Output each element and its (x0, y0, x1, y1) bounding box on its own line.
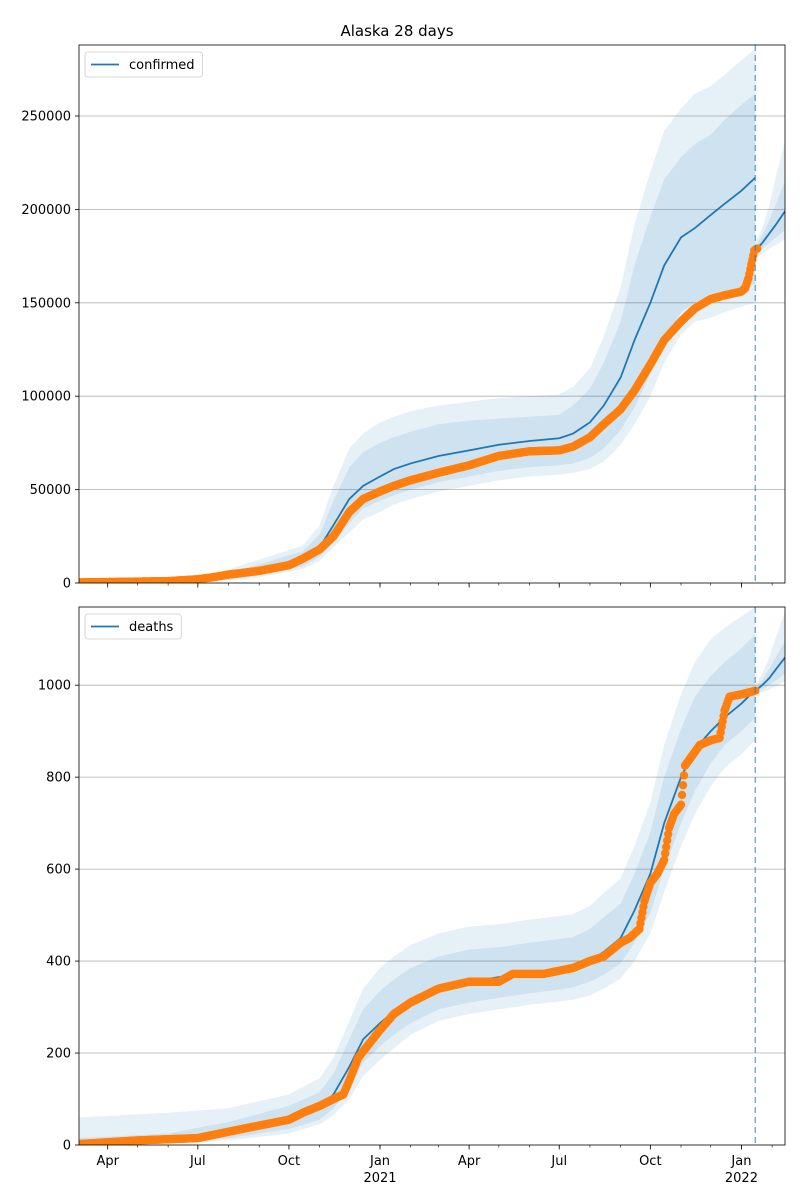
axes-frame (78, 44, 786, 584)
y-tick-label: 250000 (21, 109, 71, 124)
observed-point (753, 244, 762, 253)
observed-point (660, 849, 670, 858)
y-tick-label: 0 (63, 1139, 71, 1154)
extension-band-1 (755, 142, 785, 258)
legend-label: confirmed (129, 58, 195, 73)
x-tick-label: Oct (278, 1154, 300, 1169)
x-tick-label: Apr (458, 1154, 481, 1169)
observed-point (661, 842, 671, 852)
observed-point (677, 790, 687, 800)
observed-series (79, 686, 760, 1145)
model-band-0 (79, 93, 756, 583)
x-tick-year-label: 2022 (725, 1171, 758, 1186)
observed-point (679, 771, 689, 780)
x-tick-label: Jan (730, 1154, 751, 1169)
y-tick-label: 600 (46, 863, 71, 878)
y-tick-label: 800 (46, 771, 71, 786)
extension-band-1 (755, 611, 785, 695)
legend: deaths (84, 613, 182, 640)
x-tick-label: Apr (96, 1154, 119, 1169)
legend-box (84, 613, 182, 640)
legend-label: deaths (129, 620, 174, 635)
x-tick-label: Jul (189, 1154, 206, 1169)
observed-point (678, 780, 688, 790)
observed-point (660, 855, 669, 865)
axes-frame (78, 606, 786, 1146)
y-tick-label: 400 (46, 955, 71, 970)
model-band-0 (79, 634, 756, 1145)
extension-median-line (754, 657, 785, 692)
y-tick-label: 200000 (21, 203, 71, 218)
extension-band-0 (755, 181, 785, 255)
plot-area (79, 607, 785, 1145)
deaths-panel: 0 200 400 600 800 1000 Apr Jul Oct Jan 2021 Apr Jul O… (38, 606, 786, 1186)
x-tick-year-label: 2021 (363, 1171, 396, 1186)
observed-point (662, 836, 672, 845)
x-tick-label: Oct (639, 1154, 661, 1169)
y-tick-label: 200 (46, 1047, 71, 1062)
observed-point (676, 800, 686, 809)
plot-area (79, 48, 785, 583)
model-band-1 (79, 48, 756, 583)
legend: confirmed (84, 51, 203, 78)
confirmed-panel: 0 50000 100000 150000 200000 250000 confirmed (21, 44, 786, 592)
x-tick-label: Jan (369, 1154, 390, 1169)
y-tick-label: 150000 (21, 296, 71, 311)
observed-series (79, 244, 762, 583)
x-tick-label: Jul (550, 1154, 567, 1169)
y-tick-label: 50000 (30, 483, 71, 498)
observed-point (663, 829, 673, 839)
chart-title: Alaska 28 days (340, 22, 453, 40)
extension-band-0 (755, 641, 785, 693)
legend-box (84, 51, 203, 78)
y-tick-label: 100000 (21, 390, 71, 405)
y-tick-label: 1000 (38, 679, 71, 694)
y-tick-label: 0 (63, 577, 71, 592)
